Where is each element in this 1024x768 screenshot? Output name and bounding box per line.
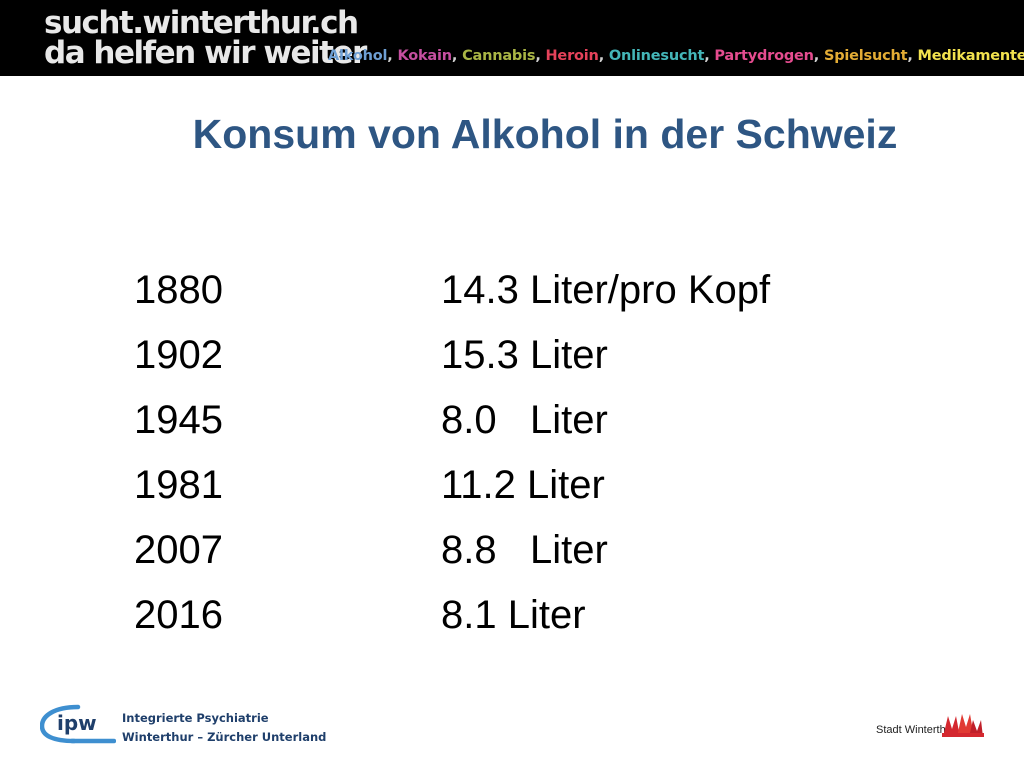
ipw-logo: ipw <box>40 704 116 744</box>
row-year: 1981 <box>134 463 223 507</box>
ipw-line-1: Integrierte Psychiatrie <box>122 711 269 725</box>
brand-slogan: da helfen wir weiter <box>44 35 367 71</box>
brand-url: sucht.winterthur.ch <box>44 5 359 41</box>
topic-item: Medikamente <box>917 48 1024 64</box>
slide-title: Konsum von Alkohol in der Schweiz <box>192 111 898 157</box>
ipw-line-2: Winterthur – Zürcher Unterland <box>122 730 327 744</box>
ipw-name: Integrierte Psychiatrie Winterthur – Zür… <box>122 709 326 747</box>
row-amount: 8.8 Liter <box>441 528 608 572</box>
row-year: 2016 <box>134 593 223 637</box>
topic-item: Spielsucht <box>823 48 908 64</box>
topic-item: Partydrogen <box>714 48 814 64</box>
city-label: Stadt Winterthur <box>876 724 956 736</box>
row-amount: 8.0 Liter <box>441 398 608 442</box>
topic-item: Kokain <box>397 48 452 64</box>
row-amount: 8.1 Liter <box>441 593 586 637</box>
row-amount: 14.3 Liter/pro Kopf <box>441 268 771 312</box>
city-logo-icon <box>942 714 984 737</box>
ipw-logo-text: ipw <box>57 711 97 735</box>
row-year: 1902 <box>134 333 223 377</box>
topic-list: Alkohol, Kokain, Cannabis, Heroin, Onlin… <box>328 47 1024 65</box>
topic-item: Onlinesucht <box>608 48 705 64</box>
row-year: 1945 <box>134 398 223 442</box>
topic-item: Cannabis <box>462 48 536 64</box>
topic-item: Alkohol <box>328 48 388 64</box>
row-amount: 11.2 Liter <box>441 463 605 507</box>
row-amount: 15.3 Liter <box>441 333 608 377</box>
row-year: 1880 <box>134 268 223 312</box>
topic-item: Heroin <box>545 48 599 64</box>
header-banner: sucht.winterthur.ch da helfen wir weiter… <box>0 0 1024 76</box>
row-year: 2007 <box>134 528 223 572</box>
